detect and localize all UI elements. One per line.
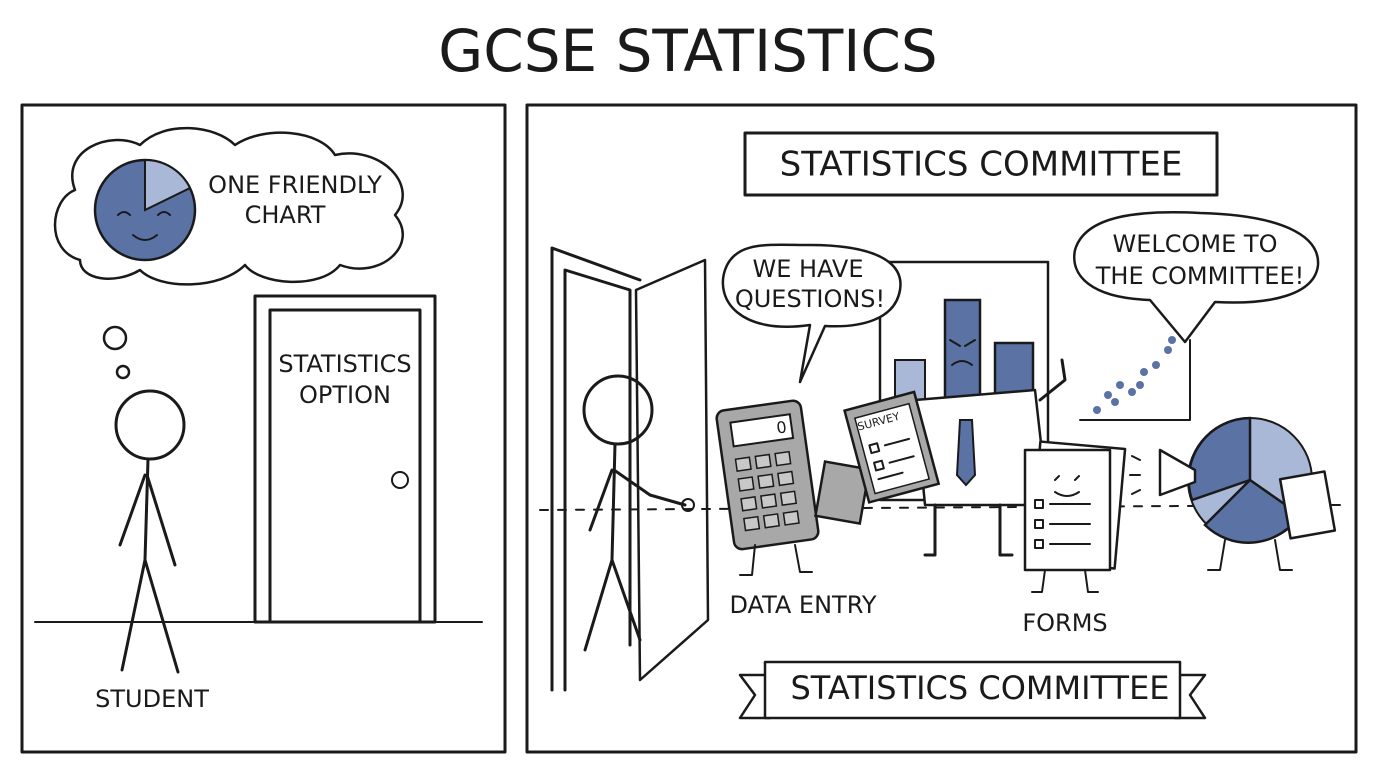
character-label: DATA ENTRY xyxy=(729,591,876,619)
panel-1-circle xyxy=(102,325,128,351)
panel-2-path xyxy=(1079,339,1191,421)
calculator-display: 0 xyxy=(775,417,788,437)
panel-2-path xyxy=(739,544,813,576)
calculator-keys-rect xyxy=(737,476,755,492)
panel-2-path xyxy=(1031,475,1099,593)
calculator-keys-rect xyxy=(740,496,758,512)
panel-2-rect xyxy=(525,103,1358,754)
calculator-rect xyxy=(729,413,795,448)
scatter-dots-circle xyxy=(1152,361,1160,369)
calculator-keys xyxy=(734,450,800,532)
survey-clipboard-path xyxy=(868,437,915,481)
panel-2-rect xyxy=(763,660,1182,720)
speech-text: QUESTIONS! xyxy=(735,285,885,313)
scatter-dots-circle xyxy=(1093,406,1101,414)
panel-2-path xyxy=(1129,455,1293,571)
panel-2-path xyxy=(923,358,1067,557)
scatter-dots-circle xyxy=(1111,398,1119,406)
calculator-keys-rect xyxy=(734,456,752,472)
panel-2-rect xyxy=(1278,470,1337,540)
panel-2-circle xyxy=(681,498,695,512)
panel-2: STATISTICS COMMITTEE WE HAVE QUESTIONS! … xyxy=(525,103,1358,754)
calculator-keys-rect xyxy=(774,450,792,467)
scatter-dots-circle xyxy=(1164,346,1172,354)
survey-clipboard: SURVEY xyxy=(843,390,941,504)
panel-1-circle xyxy=(115,364,131,380)
door-sign: STATISTICS xyxy=(278,350,411,378)
scatter-dots-circle xyxy=(1136,381,1144,389)
panel-1-rect xyxy=(20,103,507,754)
panel-1-path xyxy=(144,158,192,212)
calculator-keys-rect xyxy=(760,493,778,509)
character-label: FORMS xyxy=(1022,609,1107,637)
calculator-keys-rect xyxy=(762,513,781,529)
panel-2-rect xyxy=(814,460,871,526)
panel-2-path xyxy=(1073,211,1320,344)
panel-2-circle xyxy=(582,374,654,446)
scatter-dots-circle xyxy=(1116,381,1124,389)
banner-text: STATISTICS COMMITTEE xyxy=(790,669,1169,707)
calculator-keys-rect xyxy=(757,473,775,489)
calculator-keys-rect xyxy=(779,490,798,507)
panel-2-path xyxy=(583,442,687,652)
calculator-keys-rect xyxy=(754,453,772,470)
scatter-dots xyxy=(1093,336,1176,414)
speech-text: WELCOME TO xyxy=(1113,230,1278,258)
panel-2-rect xyxy=(743,131,1219,197)
scatter-dots-circle xyxy=(1140,368,1148,376)
panel-2-path xyxy=(721,243,902,384)
scatter-dots-circle xyxy=(1128,388,1136,396)
panel-2-path xyxy=(1187,416,1252,502)
speech-text: WE HAVE xyxy=(752,255,863,283)
speech-text: THE COMMITTEE! xyxy=(1095,262,1305,290)
panel-2-path xyxy=(1158,448,1197,497)
panel-2-path xyxy=(955,419,977,487)
scatter-dots-circle xyxy=(1104,391,1112,399)
panel-1-circle xyxy=(114,389,186,461)
calculator-keys-rect xyxy=(782,510,800,526)
panel-2-path xyxy=(550,246,642,692)
calculator-keys-rect xyxy=(777,470,795,487)
panel-1: ONE FRIENDLY CHART STATISTICS OPTION STU… xyxy=(20,103,507,754)
calculator: 0 xyxy=(715,399,820,551)
panel-2-path xyxy=(634,258,710,682)
scatter-dots-circle xyxy=(1168,336,1176,344)
survey-clipboard-rect xyxy=(853,402,931,495)
door-sign: OPTION xyxy=(299,381,391,409)
panel-2-rect xyxy=(1023,448,1112,572)
panel-1-path xyxy=(117,211,171,241)
panel-1-rect xyxy=(253,294,437,624)
thought-text: CHART xyxy=(245,201,326,229)
panel-1-path xyxy=(118,457,180,674)
sign-text: STATISTICS COMMITTEE xyxy=(780,145,1183,185)
panel-1-circle xyxy=(391,471,409,489)
thought-text: ONE FRIENDLY xyxy=(208,171,382,199)
student-label: STUDENT xyxy=(95,685,209,713)
calculator-keys-rect xyxy=(743,515,761,532)
panel-2-path xyxy=(949,339,976,366)
title: GCSE STATISTICS xyxy=(438,17,937,85)
panel-1-rect xyxy=(268,308,422,624)
